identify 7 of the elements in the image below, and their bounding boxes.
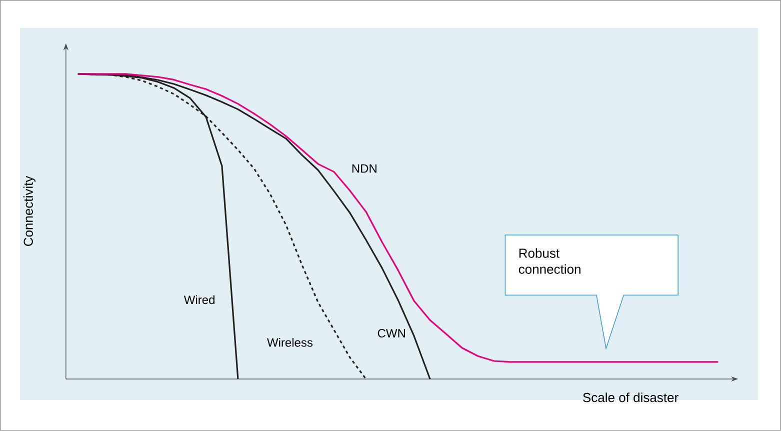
series-label: Wireless <box>267 338 313 347</box>
series-label: Wired <box>184 295 214 304</box>
annotation: Robust connection <box>518 248 580 274</box>
series-label: NDN <box>352 164 376 173</box>
series-label: CWN <box>378 329 405 338</box>
y-axis-title: Connectivity <box>23 176 36 246</box>
x-axis-title: Scale of disaster <box>583 392 678 402</box>
